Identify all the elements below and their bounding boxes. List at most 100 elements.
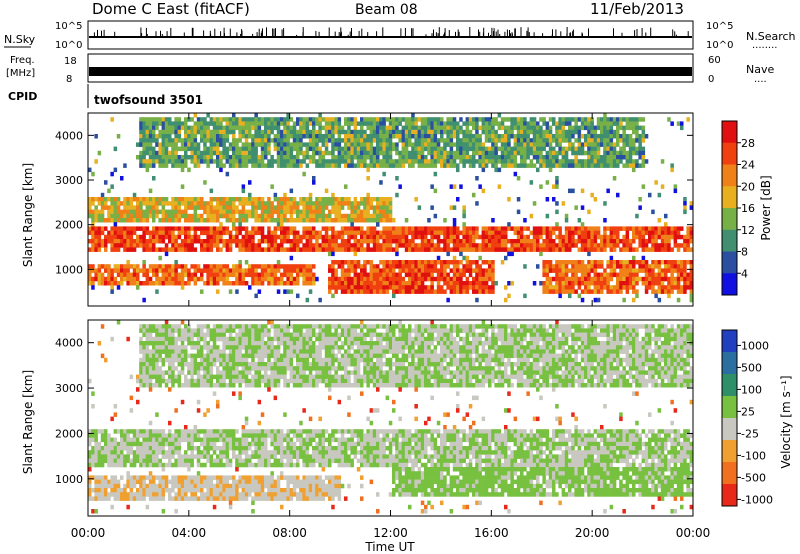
heatmap-cell — [609, 138, 614, 143]
heatmap-cell — [321, 142, 326, 147]
heatmap-cell — [203, 142, 207, 147]
heatmap-cell — [657, 297, 662, 303]
heatmap-cell — [152, 479, 156, 485]
heatmap-cell — [132, 462, 137, 468]
heatmap-cell — [110, 268, 114, 273]
heatmap-cell — [273, 134, 278, 139]
heatmap-cell — [427, 264, 431, 269]
heatmap-cell — [203, 146, 207, 152]
heatmap-cell — [395, 121, 399, 126]
heatmap-cell — [628, 134, 633, 139]
heatmap-cell — [360, 155, 364, 160]
heatmap-cell — [366, 289, 370, 294]
heatmap-cell — [372, 243, 377, 248]
heatmap-cell — [360, 146, 364, 152]
heatmap-cell — [219, 167, 223, 173]
heatmap-cell — [216, 276, 220, 282]
heatmap-cell — [465, 138, 470, 143]
heatmap-cell — [683, 285, 687, 290]
heatmap-cell — [449, 129, 454, 135]
heatmap-cell — [334, 239, 338, 244]
heatmap-cell — [110, 479, 114, 485]
heatmap-cell — [379, 142, 383, 147]
heatmap-cell — [276, 222, 281, 227]
heatmap-cell — [568, 234, 572, 240]
heatmap-cell — [382, 234, 386, 240]
heatmap-cell — [120, 226, 124, 231]
heatmap-cell — [529, 138, 534, 143]
heatmap-cell — [651, 226, 655, 231]
heatmap-cell — [468, 134, 473, 139]
heatmap-cell — [577, 146, 582, 152]
heatmap-cell — [123, 272, 127, 278]
heatmap-cell — [590, 163, 594, 168]
heatmap-cell — [187, 276, 191, 282]
heatmap-cell — [219, 121, 223, 126]
heatmap-cell — [104, 429, 108, 434]
heatmap-cell — [88, 437, 92, 443]
heatmap-cell — [158, 209, 162, 215]
heatmap-cell — [593, 146, 598, 152]
heatmap-cell — [628, 243, 633, 248]
heatmap-cell — [494, 243, 498, 248]
heatmap-cell — [296, 163, 300, 168]
heatmap-cell — [376, 155, 380, 160]
heatmap-cell — [328, 117, 332, 122]
heatmap-cell — [334, 281, 338, 286]
heatmap-cell — [462, 159, 466, 164]
heatmap-cell — [465, 146, 470, 152]
heatmap-cell — [529, 117, 534, 122]
heatmap-cell — [142, 243, 146, 248]
heatmap-cell — [161, 272, 166, 278]
heatmap-cell — [379, 268, 383, 273]
heatmap-cell — [292, 138, 297, 143]
heatmap-cell — [587, 234, 591, 240]
heatmap-cell — [433, 213, 438, 219]
heatmap-cell — [488, 276, 492, 282]
heatmap-cell — [315, 129, 319, 135]
heatmap-cell — [97, 450, 102, 455]
heatmap-cell — [552, 226, 556, 231]
heatmap-cell — [641, 264, 646, 269]
heatmap-cell — [584, 281, 588, 286]
heatmap-cell — [395, 239, 399, 244]
heatmap-cell — [161, 276, 166, 282]
heatmap-cell — [456, 264, 460, 269]
heatmap-cell — [177, 234, 182, 240]
heatmap-cell — [318, 209, 322, 215]
heatmap-cell — [494, 146, 498, 152]
heatmap-cell — [686, 281, 690, 286]
heatmap-cell — [94, 437, 98, 443]
heatmap-cell — [536, 247, 540, 252]
heatmap-cell — [446, 121, 450, 126]
heatmap-cell — [472, 155, 476, 160]
heatmap-cell — [411, 155, 415, 160]
heatmap-cell — [664, 222, 668, 227]
heatmap-cell — [504, 134, 508, 139]
heatmap-cell — [289, 272, 294, 278]
heatmap-cell — [113, 205, 118, 210]
heatmap-cell — [484, 230, 489, 236]
heatmap-cell — [344, 142, 348, 147]
heatmap-cell — [235, 155, 239, 160]
heatmap-cell — [555, 176, 559, 181]
heatmap-cell — [478, 264, 482, 269]
heatmap-cell — [248, 197, 252, 202]
heatmap-cell — [516, 243, 521, 248]
heatmap-cell — [248, 243, 252, 248]
heatmap-cell — [404, 142, 409, 147]
heatmap-cell — [334, 163, 338, 168]
heatmap-cell — [136, 268, 140, 273]
heatmap-cell — [187, 205, 191, 210]
heatmap-cell — [312, 129, 316, 135]
heatmap-cell — [481, 163, 486, 168]
heatmap-cell — [347, 142, 351, 147]
heatmap-cell — [596, 276, 601, 282]
heatmap-cell — [664, 285, 668, 290]
heatmap-cell — [379, 159, 383, 164]
heatmap-cell — [228, 197, 233, 202]
heatmap-cell — [488, 129, 492, 135]
heatmap-cell — [334, 272, 338, 278]
heatmap-cell — [392, 159, 396, 164]
heatmap-cell — [308, 234, 313, 240]
